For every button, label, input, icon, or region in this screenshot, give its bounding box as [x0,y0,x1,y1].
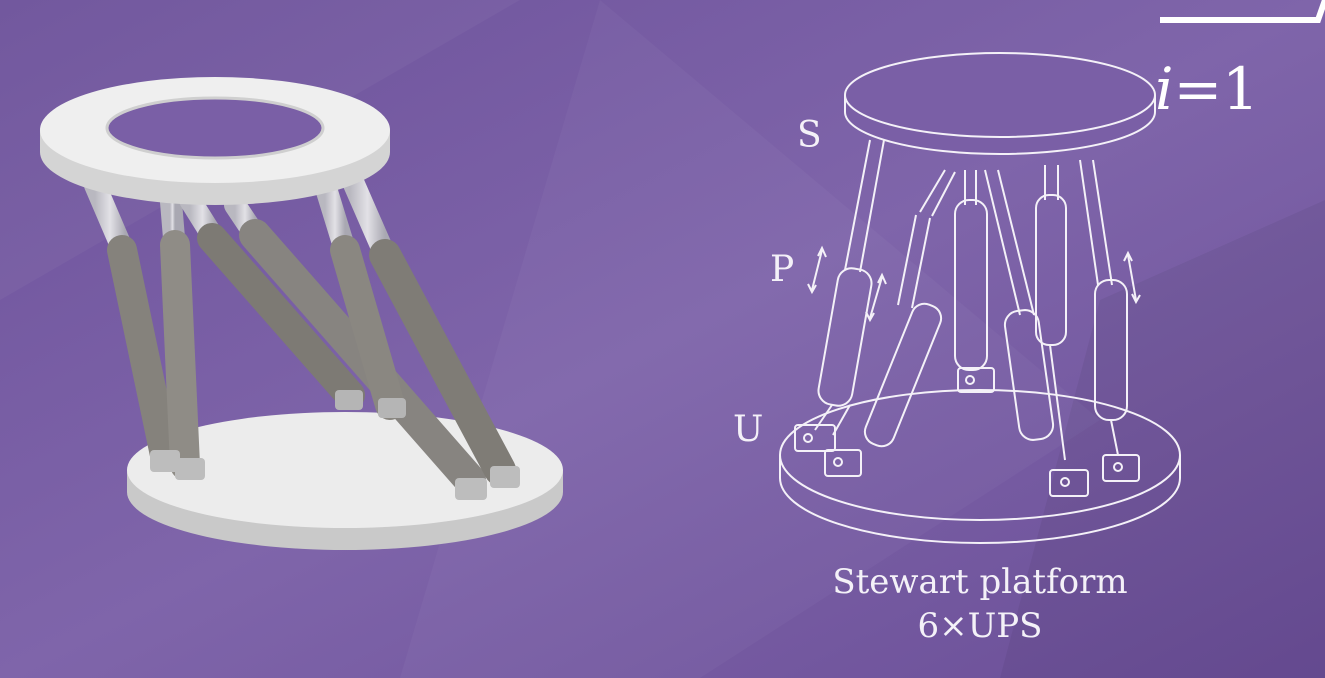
universal-joint [1049,469,1089,497]
lineart-leg [1079,159,1128,456]
actuator [339,164,516,486]
universal-joint [794,424,836,452]
background-facet [1000,200,1325,678]
motion-arrow [807,245,827,295]
stewart-platform-render [40,77,563,550]
index-variable: i [1155,55,1174,123]
lineart-leg [1035,165,1067,461]
base-joint [175,458,205,480]
top-platform [844,52,1156,138]
base-joint [490,466,520,488]
universal-joint [1102,454,1140,482]
summation-lower-bound: i=1 [1155,55,1259,123]
actuator [179,189,365,410]
label-u: U [733,409,764,450]
motion-arrow [865,272,887,323]
label-s: S [797,115,822,156]
summation-symbol-fragment [1160,0,1325,23]
universal-joint [957,367,995,393]
motion-arrow [1123,250,1141,305]
actuator [84,174,180,470]
universal-joint [824,449,862,477]
lower-bound-value: 1 [1222,55,1260,123]
base-plate-rim [779,455,1181,544]
label-p: P [770,249,795,290]
base-joint [455,478,487,500]
caption-line-1: Stewart platform [832,562,1128,602]
base-joint [150,450,180,472]
top-ring-hole [107,98,323,158]
base-joint [335,390,363,410]
actuator [159,179,200,480]
equals-sign: = [1173,55,1223,123]
lineart-leg [863,169,956,448]
lineart-leg [984,169,1055,441]
actuator [314,174,405,420]
top-ring-hole-edge [105,96,325,160]
caption-line-2: 6×UPS [917,606,1043,646]
base-joint [378,398,406,418]
diagram-caption: Stewart platform 6×UPS [780,560,1180,648]
lineart-leg [954,170,988,371]
stewart-platform-lineart [779,52,1181,544]
